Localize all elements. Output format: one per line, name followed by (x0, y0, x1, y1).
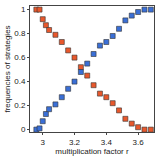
svg-text:frequencies of strategies: frequencies of strategies (3, 25, 12, 112)
svg-text:3.2: 3.2 (69, 138, 81, 147)
svg-text:0.4: 0.4 (14, 77, 26, 86)
svg-text:0: 0 (21, 125, 26, 134)
svg-text:multiplication factor r: multiplication factor r (55, 147, 129, 156)
svg-text:1: 1 (21, 5, 26, 14)
svg-text:3: 3 (40, 138, 45, 147)
svg-text:0.8: 0.8 (14, 29, 26, 38)
svg-text:0.2: 0.2 (14, 101, 26, 110)
svg-text:3.6: 3.6 (133, 138, 145, 147)
svg-text:0.6: 0.6 (14, 53, 26, 62)
svg-text:3.4: 3.4 (101, 138, 113, 147)
